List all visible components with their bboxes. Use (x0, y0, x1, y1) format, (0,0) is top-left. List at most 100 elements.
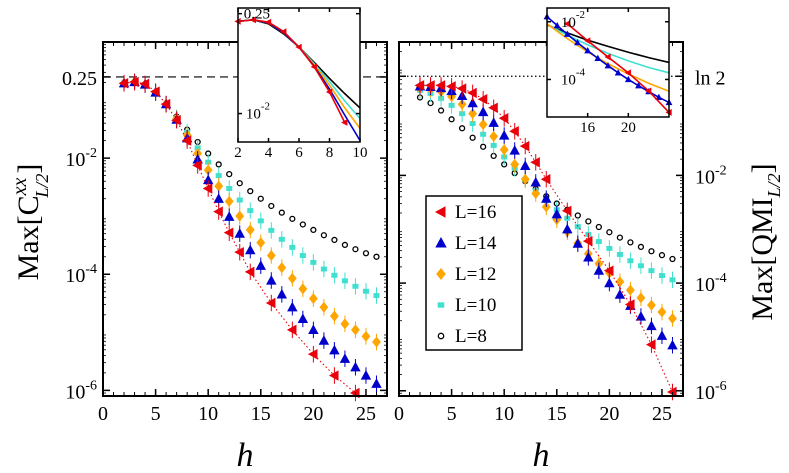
point-l-16-10 (223, 227, 234, 238)
point-l-8-20 (627, 239, 634, 246)
point-l-14-21 (339, 353, 351, 363)
left-ylabel-main: Max[C (12, 195, 45, 280)
point-l-14-15 (276, 288, 288, 299)
point-l-12-23 (361, 330, 371, 342)
inset-point-l-14-2 (563, 30, 571, 37)
point-l-14-12 (541, 193, 552, 203)
y-tick-label: 0.25 (244, 7, 270, 23)
point-l-8-19 (616, 234, 624, 241)
inset-point-l-16-1 (584, 37, 591, 45)
point-l-8-11 (236, 180, 243, 187)
point-l-12-12 (245, 224, 255, 236)
point-l-10-20 (627, 258, 634, 264)
point-l-8-24 (373, 253, 380, 260)
svg-text:Max[CxxL/2]: Max[CxxL/2] (9, 164, 52, 281)
point-l-14-7 (488, 117, 499, 127)
point-l-8-16 (585, 218, 592, 225)
y-tick-label: 10-2 (695, 163, 727, 188)
right-xlabel: h (533, 437, 550, 473)
point-l-8-21 (637, 243, 645, 251)
inset-point-l-16-3 (624, 69, 632, 77)
point-l-12-20 (626, 284, 635, 296)
legend: L=16 L=14 L=12 L=10 L=8 (425, 195, 523, 351)
point-l-16-15 (603, 265, 614, 276)
point-l-8-10 (226, 171, 233, 178)
point-l-16-3 (150, 86, 160, 97)
x-tick-label: 20 (303, 403, 323, 425)
point-l-12-18 (308, 293, 318, 305)
point-l-12-8 (499, 144, 509, 156)
legend-marker-l-8 (437, 332, 445, 340)
point-l-10-20 (331, 272, 338, 278)
point-l-8-20 (331, 236, 338, 244)
point-l-14-9 (509, 144, 520, 155)
point-l-14-10 (519, 160, 531, 171)
left-xlabel: h (237, 437, 254, 473)
point-l-8-13 (257, 195, 264, 202)
left-ylabel-close: ] (12, 164, 45, 174)
inset-point-l-14-8 (624, 75, 632, 83)
point-l-10-12 (247, 208, 254, 214)
point-l-12-20 (330, 310, 339, 322)
point-l-10-11 (236, 197, 243, 203)
inset-point-l-16-2 (264, 18, 272, 26)
legend-marker-l-12 (436, 268, 446, 280)
right-panel-frame (398, 41, 684, 397)
point-l-8-6 (480, 143, 487, 150)
inset-point-l-14-3 (574, 38, 581, 46)
point-l-12-24 (372, 336, 381, 348)
point-l-14-5 (467, 97, 478, 108)
point-l-10-18 (310, 259, 317, 265)
point-l-8-9 (215, 161, 222, 168)
point-l-16-18 (666, 386, 677, 398)
point-l-12-10 (224, 195, 234, 207)
point-l-10-22 (352, 283, 359, 289)
right-inset: 16 20 10-2 10-4 (543, 7, 673, 136)
left-inset: 2 4 6 8 10 10-2 0.25 (234, 7, 367, 161)
point-l-14-22 (646, 320, 657, 331)
point-l-16-3 (446, 81, 456, 92)
y-tick-label: 10-6 (695, 379, 727, 404)
point-l-16-1 (425, 80, 435, 91)
point-l-12-11 (235, 210, 245, 222)
point-l-14-17 (297, 313, 309, 324)
point-l-16-5 (467, 87, 477, 99)
inset-point-l-16-2 (604, 53, 611, 61)
legend-label-l-8: L=8 (455, 326, 487, 347)
y-tick-label: 10-4 (65, 262, 97, 287)
y-tick-label: 10-4 (561, 66, 586, 88)
point-l-16-9 (509, 126, 519, 137)
svg-text:Max[QMIL/2]: Max[QMIL/2] (746, 163, 784, 320)
point-l-12-5 (468, 108, 478, 120)
point-l-12-15 (277, 262, 287, 274)
point-l-10-23 (658, 273, 665, 279)
point-l-10-16 (289, 244, 296, 250)
point-l-16-0 (414, 80, 425, 91)
point-l-12-6 (478, 119, 488, 131)
left-ylabel: Max[CxxL/2] (9, 164, 52, 281)
x-tick-label: 0 (98, 403, 108, 425)
point-l-10-10 (226, 186, 233, 191)
point-l-10-4 (459, 111, 466, 117)
inset-point-l-14-7 (614, 69, 622, 76)
legend-entry-l-16: L=16 (435, 202, 496, 223)
point-l-10-19 (320, 266, 327, 272)
point-l-16-5 (171, 114, 181, 126)
point-l-14-12 (245, 244, 256, 255)
point-l-12-9 (510, 158, 520, 170)
point-l-10-14 (268, 227, 275, 233)
point-l-12-19 (615, 276, 625, 288)
point-l-12-10 (520, 173, 530, 185)
point-l-16-13 (265, 297, 276, 309)
legend-entry-l-8: L=8 (437, 326, 487, 347)
legend-label-l-12: L=12 (455, 264, 496, 285)
point-l-8-18 (606, 229, 613, 236)
point-l-12-13 (256, 237, 266, 249)
left-ylabel-sub: L/2 (32, 174, 52, 199)
point-l-16-7 (488, 102, 498, 114)
point-l-16-9 (213, 206, 223, 217)
left-ylabel-sup: xx (9, 178, 31, 197)
point-l-12-23 (657, 306, 667, 318)
right-ylabel-main: Max[QMI (746, 197, 779, 320)
